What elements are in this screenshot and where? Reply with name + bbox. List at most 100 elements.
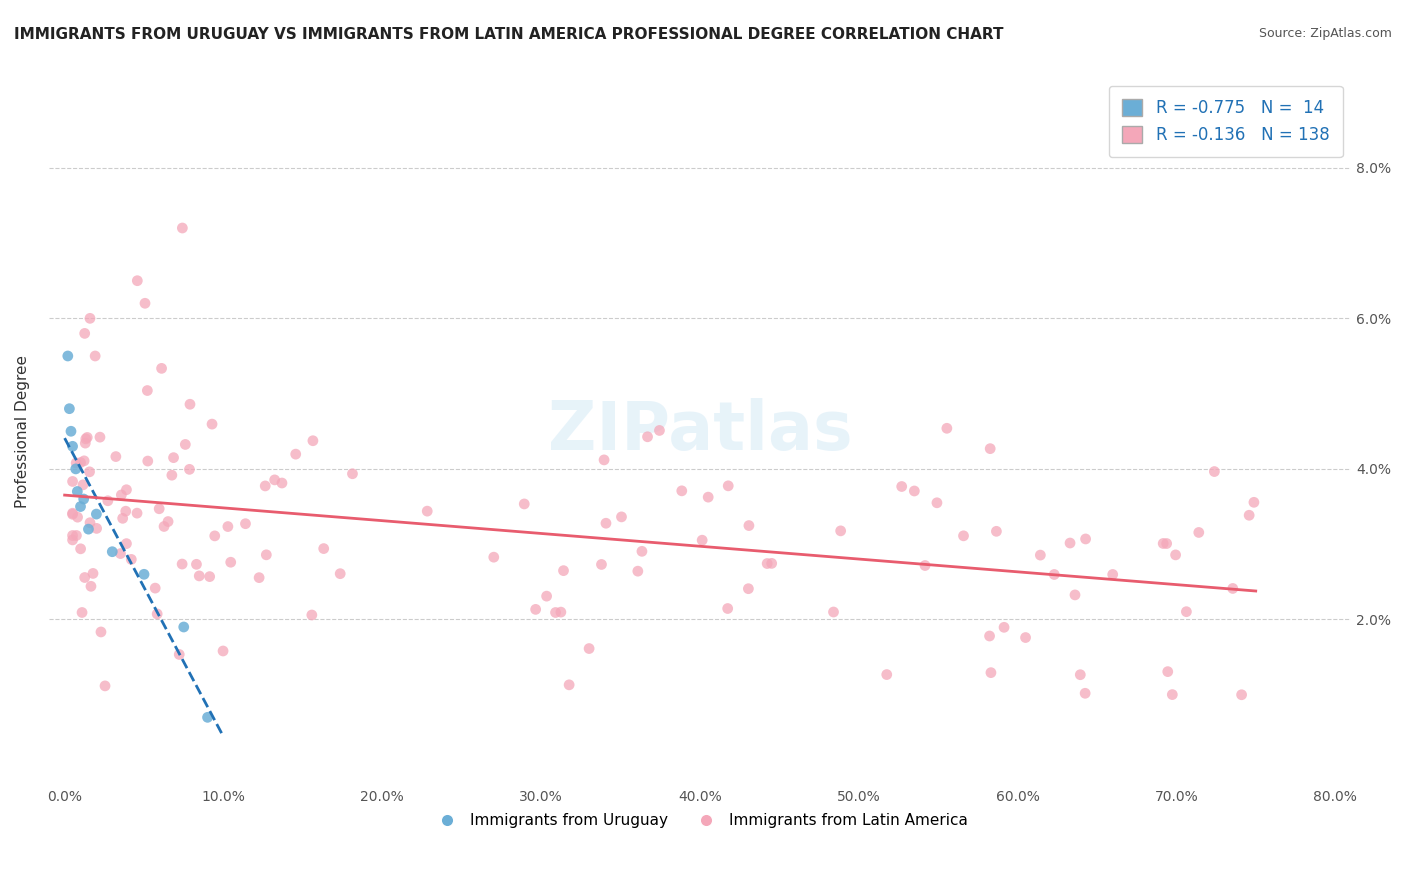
Point xyxy=(761,557,783,571)
Point xyxy=(1222,582,1244,596)
Point xyxy=(876,667,898,681)
Point xyxy=(1188,525,1211,540)
Point xyxy=(90,624,112,639)
Point xyxy=(935,421,957,435)
Point xyxy=(120,552,142,566)
Point xyxy=(631,544,654,558)
Point xyxy=(1064,588,1087,602)
Point xyxy=(627,564,650,578)
Point xyxy=(65,462,87,476)
Point xyxy=(162,450,184,465)
Point xyxy=(114,504,136,518)
Point xyxy=(544,606,567,620)
Point xyxy=(513,497,536,511)
Point xyxy=(271,475,294,490)
Point xyxy=(1230,688,1253,702)
Point xyxy=(62,439,84,453)
Point xyxy=(110,488,132,502)
Point xyxy=(648,424,671,438)
Point xyxy=(212,644,235,658)
Point xyxy=(925,496,948,510)
Point xyxy=(717,601,740,615)
Point xyxy=(1243,495,1265,509)
Point xyxy=(157,515,180,529)
Point xyxy=(1074,686,1097,700)
Point xyxy=(62,508,84,522)
Point xyxy=(823,605,845,619)
Point xyxy=(69,500,91,514)
Point xyxy=(690,533,713,548)
Point xyxy=(69,456,91,470)
Point xyxy=(136,454,159,468)
Point xyxy=(1029,548,1052,562)
Point xyxy=(66,484,89,499)
Point xyxy=(150,361,173,376)
Point xyxy=(986,524,1008,539)
Point xyxy=(125,506,148,520)
Point xyxy=(80,579,103,593)
Point xyxy=(101,545,124,559)
Point xyxy=(550,605,572,619)
Point xyxy=(115,483,138,497)
Point xyxy=(186,558,208,572)
Point xyxy=(263,473,285,487)
Point xyxy=(1161,688,1184,702)
Point xyxy=(1237,508,1260,523)
Point xyxy=(302,434,325,448)
Point xyxy=(1164,548,1187,562)
Point xyxy=(201,417,224,431)
Point xyxy=(637,430,659,444)
Point xyxy=(132,567,155,582)
Point xyxy=(66,510,89,524)
Point xyxy=(86,507,108,521)
Point xyxy=(79,516,101,530)
Point xyxy=(1204,465,1226,479)
Point xyxy=(58,401,80,416)
Point xyxy=(1101,567,1123,582)
Point xyxy=(62,533,84,547)
Point xyxy=(1014,631,1036,645)
Point xyxy=(558,678,581,692)
Point xyxy=(553,564,575,578)
Point xyxy=(254,479,277,493)
Point xyxy=(115,536,138,550)
Point xyxy=(62,506,84,520)
Point xyxy=(284,447,307,461)
Point xyxy=(1157,665,1180,679)
Point xyxy=(329,566,352,581)
Point xyxy=(254,548,277,562)
Point xyxy=(76,430,98,444)
Point xyxy=(84,349,107,363)
Point xyxy=(136,384,159,398)
Point xyxy=(97,493,120,508)
Point xyxy=(610,509,633,524)
Text: ZIPatlas: ZIPatlas xyxy=(547,398,852,464)
Point xyxy=(1175,605,1198,619)
Point xyxy=(979,629,1001,643)
Point xyxy=(235,516,257,531)
Point xyxy=(89,430,111,444)
Point xyxy=(188,569,211,583)
Point xyxy=(111,511,134,525)
Point xyxy=(174,437,197,451)
Point xyxy=(143,581,166,595)
Point xyxy=(717,479,740,493)
Point xyxy=(593,453,616,467)
Point xyxy=(72,478,94,492)
Point xyxy=(179,462,201,476)
Point xyxy=(738,518,761,533)
Point xyxy=(1069,667,1091,681)
Text: Source: ZipAtlas.com: Source: ZipAtlas.com xyxy=(1258,27,1392,40)
Point xyxy=(1152,536,1174,550)
Point xyxy=(110,547,132,561)
Point xyxy=(204,529,226,543)
Point xyxy=(62,475,84,489)
Point xyxy=(146,607,169,621)
Point xyxy=(79,311,101,326)
Point xyxy=(591,558,613,572)
Point xyxy=(172,557,194,571)
Point xyxy=(756,557,779,571)
Point xyxy=(980,665,1002,680)
Point xyxy=(69,541,91,556)
Point xyxy=(59,424,82,438)
